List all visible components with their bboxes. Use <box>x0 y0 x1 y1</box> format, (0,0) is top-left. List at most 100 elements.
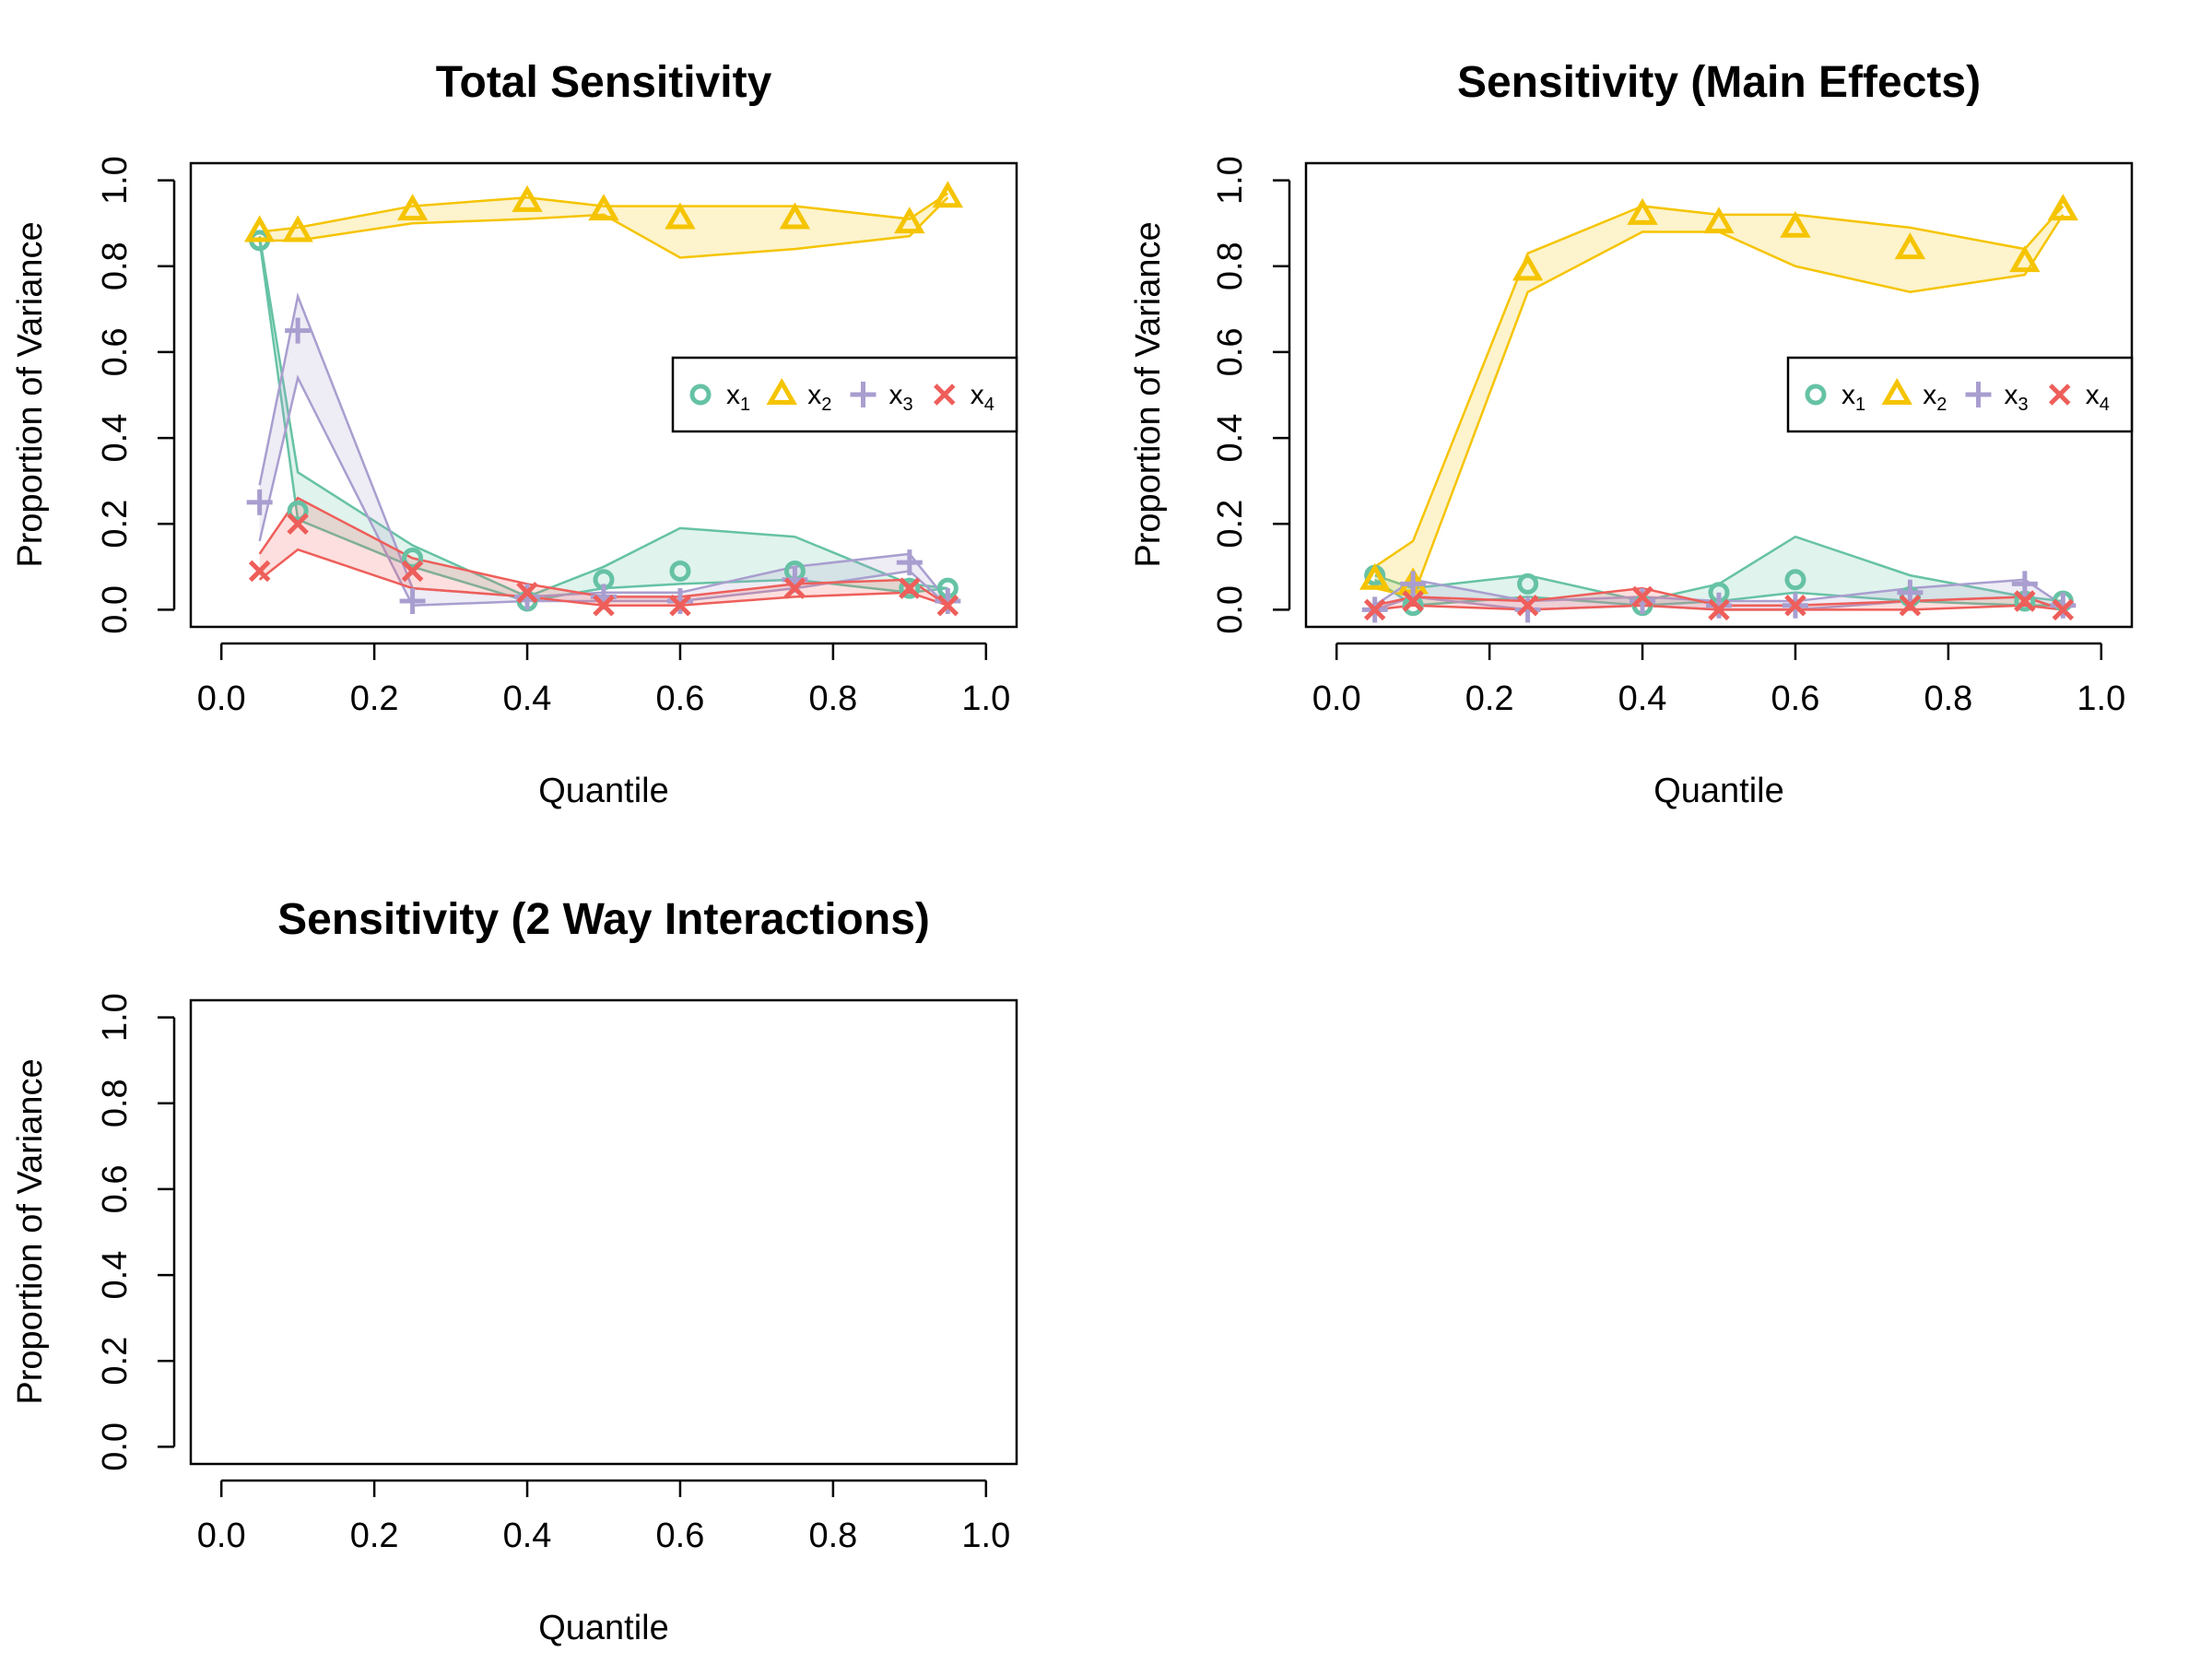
y-tick-label: 0.0 <box>96 585 135 634</box>
point-x4-0 <box>248 560 271 583</box>
y-tick-label: 1.0 <box>1211 156 1250 205</box>
point-x4-7 <box>2014 590 2036 612</box>
x-tick-label: 0.8 <box>808 1516 857 1555</box>
point-x2-2 <box>1512 254 1544 281</box>
point-x2-3 <box>1627 197 1658 225</box>
y-tick-label: 0.6 <box>96 328 135 377</box>
point-x3-2 <box>1514 596 1541 623</box>
point-x4-7 <box>899 577 921 599</box>
point-x1-7 <box>899 577 921 599</box>
panel-total-sensitivity: Total Sensitivity Quantile Proportion of… <box>11 58 1018 810</box>
x-tick-label: 0.8 <box>808 679 857 718</box>
point-x4-6 <box>1899 594 1922 617</box>
x-tick-label: 1.0 <box>961 679 1010 718</box>
y-tick-label: 0.8 <box>96 1079 135 1127</box>
chart-title: Sensitivity (Main Effects) <box>1457 58 1981 107</box>
point-x4-8 <box>936 594 959 617</box>
series-band-x1 <box>1374 537 2064 606</box>
point-x3-1 <box>285 317 312 344</box>
plot-frame <box>189 998 1018 1466</box>
point-x4-6 <box>783 577 806 599</box>
point-x3-5 <box>666 588 693 615</box>
point-x2-3 <box>512 184 543 212</box>
x-tick-label: 1.0 <box>961 1516 1010 1555</box>
point-x2-6 <box>1894 232 1926 260</box>
point-x4-1 <box>287 513 309 535</box>
x-tick-label: 0.2 <box>350 1516 399 1555</box>
x-tick-label: 0.6 <box>1771 679 1820 718</box>
point-x4-2 <box>401 560 424 583</box>
point-x3-7 <box>896 549 923 576</box>
point-x2-5 <box>1780 210 1811 238</box>
point-x1-2 <box>402 547 424 569</box>
y-tick-label: 0.4 <box>96 414 135 463</box>
chart-title: Total Sensitivity <box>436 58 772 107</box>
point-x2-5 <box>665 202 696 230</box>
legend-marker-x3 <box>1965 382 1992 407</box>
point-x4-3 <box>1631 585 1653 608</box>
y-axis-label: Proportion of Variance <box>1129 221 1168 567</box>
point-x4-5 <box>669 594 691 617</box>
y-tick-label: 1.0 <box>96 993 135 1042</box>
point-x4-5 <box>1784 594 1806 617</box>
point-x3-3 <box>514 584 541 610</box>
legend: x1 x2 x3 x4 <box>1786 356 2134 433</box>
point-x3-0 <box>246 489 273 515</box>
x-tick-label: 0.4 <box>503 679 552 718</box>
x-tick-label: 0.2 <box>350 679 399 718</box>
point-x2-7 <box>894 207 925 234</box>
point-x2-8 <box>932 181 964 208</box>
legend-marker-x1 <box>1805 384 1827 406</box>
legend-marker-x2 <box>1881 377 1912 405</box>
series-layer <box>1359 194 2079 623</box>
point-x2-7 <box>2009 245 2041 273</box>
point-x2-4 <box>588 194 619 221</box>
point-x2-8 <box>2047 194 2079 221</box>
legend-marker-x2 <box>766 377 797 405</box>
y-tick-label: 0.4 <box>1211 414 1250 463</box>
series-band-x4 <box>1374 588 2064 610</box>
point-x3-7 <box>2011 571 2038 597</box>
y-tick-label: 0.0 <box>1211 585 1250 634</box>
legend-marker-x4 <box>933 384 956 406</box>
x-tick-label: 0.0 <box>1312 679 1361 718</box>
x-tick-label: 0.4 <box>1618 679 1667 718</box>
point-x1-5 <box>669 560 691 582</box>
y-tick-label: 0.8 <box>96 242 135 290</box>
x-axis-label: Quantile <box>1653 772 1784 810</box>
point-x2-4 <box>1703 207 1735 234</box>
point-x4-0 <box>1363 598 1386 621</box>
point-x2-6 <box>779 202 811 230</box>
point-x1-1 <box>1402 595 1424 617</box>
legend-marker-x3 <box>850 382 877 407</box>
x-tick-label: 0.0 <box>197 1516 246 1555</box>
y-tick-label: 0.2 <box>96 1337 135 1386</box>
point-x2-0 <box>243 215 276 242</box>
point-x1-2 <box>1517 572 1539 595</box>
point-x4-1 <box>1402 590 1424 612</box>
x-axis-label: Quantile <box>538 772 669 810</box>
point-x3-6 <box>1897 579 1924 606</box>
point-x3-3 <box>1630 588 1656 615</box>
x-axis-label: Quantile <box>538 1609 669 1647</box>
point-x3-2 <box>399 588 426 615</box>
x-tick-label: 0.8 <box>1924 679 1972 718</box>
x-tick-label: 1.0 <box>2077 679 2125 718</box>
point-x4-4 <box>1708 598 1730 621</box>
x-tick-label: 0.4 <box>503 1516 552 1555</box>
x-tick-label: 0.6 <box>656 1516 705 1555</box>
series-layer <box>243 181 964 617</box>
y-tick-label: 0.0 <box>96 1422 135 1471</box>
chart-title: Sensitivity (2 Way Interactions) <box>277 895 930 944</box>
point-x2-1 <box>282 215 313 242</box>
y-axis-label: Proportion of Variance <box>11 221 50 567</box>
panel-main-effects: Sensitivity (Main Effects) Quantile Prop… <box>1129 58 2134 810</box>
series-upper-line-x2 <box>259 192 949 233</box>
point-x4-3 <box>516 581 538 604</box>
legend-marker-x1 <box>689 384 712 406</box>
y-tick-label: 0.8 <box>1211 242 1250 290</box>
legend-box <box>671 356 1018 433</box>
point-x3-1 <box>1400 571 1427 597</box>
point-x3-4 <box>1706 592 1732 619</box>
